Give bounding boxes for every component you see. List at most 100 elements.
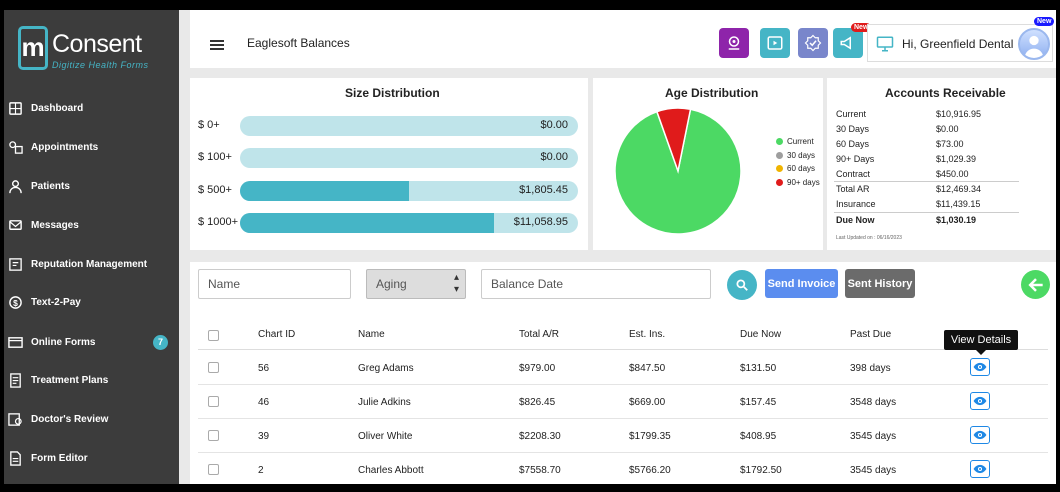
table-cell: $157.45 xyxy=(740,397,777,408)
ar-value: $450.00 xyxy=(936,169,969,179)
verified-button[interactable] xyxy=(798,28,828,58)
table-cell: 39 xyxy=(258,431,270,442)
sidebar-item-reputation-management[interactable]: Reputation Management xyxy=(4,249,179,279)
column-header[interactable]: Chart ID xyxy=(258,329,296,340)
table-cell: $847.50 xyxy=(629,363,666,374)
accounts-receivable-title: Accounts Receivable xyxy=(885,86,1006,100)
dashboard-icon xyxy=(7,100,23,116)
appointments-icon xyxy=(7,139,23,155)
column-header[interactable]: Est. Ins. xyxy=(629,329,666,340)
row-checkbox[interactable] xyxy=(208,430,219,441)
page-title: Eaglesoft Balances xyxy=(247,36,350,50)
logo[interactable]: m Consent Digitize Health Forms xyxy=(16,20,166,72)
row-checkbox[interactable] xyxy=(208,396,219,407)
balance-date-input[interactable]: Balance Date xyxy=(481,269,711,299)
table-cell: Julie Adkins xyxy=(358,397,411,408)
name-input[interactable]: Name xyxy=(198,269,351,299)
send-invoice-button[interactable]: Send Invoice xyxy=(765,269,838,298)
sidebar-item-dashboard[interactable]: Dashboard xyxy=(4,93,179,123)
legend-dot xyxy=(776,138,783,145)
view-details-button[interactable] xyxy=(970,358,990,376)
table-cell: 398 days xyxy=(850,363,891,374)
ar-value: $0.00 xyxy=(936,124,959,134)
row-checkbox[interactable] xyxy=(208,464,219,475)
eye-icon xyxy=(973,362,987,372)
sidebar-item-messages[interactable]: Messages xyxy=(4,210,179,240)
select-caret-icon: ▴ ▾ xyxy=(453,272,459,295)
sidebar-item-form-editor[interactable]: Form Editor xyxy=(4,443,179,473)
ar-label: Total AR xyxy=(836,184,870,194)
balances-panel: Name Aging ▴ ▾ Balance Date Send Invoice … xyxy=(190,262,1056,484)
sidebar-item-text-2-pay[interactable]: $ Text-2-Pay xyxy=(4,287,179,317)
column-header[interactable]: Total A/R xyxy=(519,329,560,340)
table-cell: $826.45 xyxy=(519,397,556,408)
size-bar-row: $ 0+ $0.00 xyxy=(198,116,578,136)
ar-label: Current xyxy=(836,109,867,119)
review-icon xyxy=(7,411,23,427)
table-row: 56 Greg Adams $979.00 $847.50 $131.50 398 day… xyxy=(198,351,1048,385)
video-icon xyxy=(767,36,783,50)
table-row: 46 Julie Adkins $826.45 $669.00 $157.45 3548 … xyxy=(198,385,1048,419)
view-details-button[interactable] xyxy=(970,392,990,410)
size-bar-label: $ 500+ xyxy=(198,184,232,196)
legend-label: Current xyxy=(787,137,814,146)
patients-icon xyxy=(7,178,23,194)
view-details-button[interactable] xyxy=(970,460,990,478)
sidebar: m Consent Digitize Health Forms Dashboar… xyxy=(4,10,179,484)
user-menu[interactable]: Hi, Greenfield Dental New xyxy=(867,17,1055,62)
pie-slice-90-days[interactable] xyxy=(655,107,692,174)
select-all-checkbox[interactable] xyxy=(208,330,219,341)
sidebar-item-appointments[interactable]: Appointments xyxy=(4,132,179,162)
sent-history-button[interactable]: Sent History xyxy=(845,269,915,298)
age-pie-chart xyxy=(614,107,742,235)
sidebar-item-doctor-s-review[interactable]: Doctor's Review xyxy=(4,404,179,434)
table-cell: $1799.35 xyxy=(629,431,671,442)
ar-value: $73.00 xyxy=(936,139,964,149)
size-bar-label: $ 100+ xyxy=(198,151,232,163)
aging-select-value: Aging xyxy=(376,277,407,291)
size-bar-value: $11,058.95 xyxy=(513,216,568,228)
avatar[interactable] xyxy=(1018,28,1050,60)
table-cell: Greg Adams xyxy=(358,363,414,374)
search-button[interactable] xyxy=(727,270,757,300)
video-button[interactable] xyxy=(760,28,790,58)
aging-select[interactable]: Aging ▴ ▾ xyxy=(366,269,466,299)
sidebar-item-online-forms[interactable]: Online Forms 7 xyxy=(4,327,179,357)
megaphone-icon xyxy=(840,36,851,50)
support-button[interactable] xyxy=(719,28,749,58)
size-bar-fill xyxy=(240,213,494,233)
support-icon xyxy=(728,36,740,50)
back-button[interactable] xyxy=(1021,270,1050,299)
hamburger-menu-icon[interactable] xyxy=(210,40,224,50)
table-row: 2 Charles Abbott $7558.70 $5766.20 $1792.50 3… xyxy=(198,453,1048,484)
announcements-button[interactable] xyxy=(833,28,863,58)
ar-value: $1,030.19 xyxy=(936,215,977,225)
ar-label: 90+ Days xyxy=(836,154,875,164)
logo-text: Consent xyxy=(52,30,142,58)
reputation-icon xyxy=(7,256,23,272)
table-row: 39 Oliver White $2208.30 $1799.35 $408.95 354… xyxy=(198,419,1048,453)
sidebar-item-label: Reputation Management xyxy=(31,258,148,270)
table-cell: 3548 days xyxy=(850,397,897,408)
legend-dot xyxy=(776,152,783,159)
row-checkbox[interactable] xyxy=(208,362,219,373)
table-cell: $7558.70 xyxy=(519,465,561,476)
legend-item: 60 days xyxy=(776,164,815,173)
sidebar-item-treatment-plans[interactable]: Treatment Plans xyxy=(4,365,179,395)
sidebar-item-patients[interactable]: Patients xyxy=(4,171,179,201)
size-bar-value: $0.00 xyxy=(540,119,568,131)
table-cell: 3545 days xyxy=(850,465,897,476)
view-details-button[interactable] xyxy=(970,426,990,444)
eye-icon xyxy=(973,396,987,406)
monitor-icon xyxy=(876,36,894,52)
eye-icon xyxy=(973,430,987,440)
size-bar-label: $ 0+ xyxy=(198,119,220,131)
column-header[interactable]: Name xyxy=(358,329,385,340)
size-distribution-card: Size Distribution $ 0+ $0.00 $ 100+ $0.00 $ … xyxy=(190,78,588,250)
table-cell: 46 xyxy=(258,397,270,408)
ar-label: Contract xyxy=(836,169,871,179)
size-bar-row: $ 1000+ $11,058.95 xyxy=(198,213,578,233)
size-bar-fill xyxy=(240,181,409,201)
column-header[interactable]: Past Due xyxy=(850,329,892,340)
column-header[interactable]: Due Now xyxy=(740,329,782,340)
